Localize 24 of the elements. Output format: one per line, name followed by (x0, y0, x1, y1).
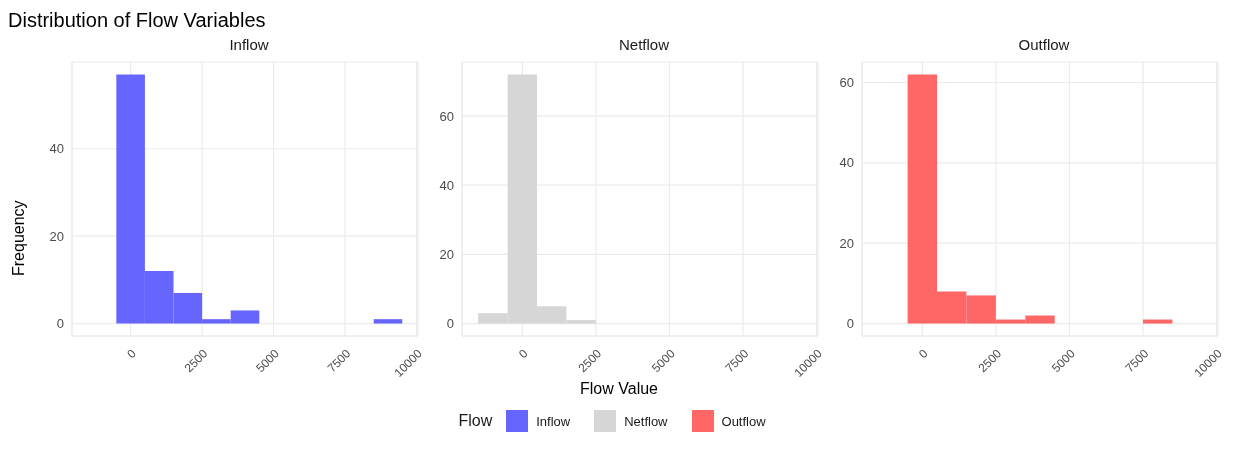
chart-subtitle: Netflow (618, 36, 670, 55)
y-tick-label: 40 (439, 177, 454, 193)
y-tick-label: 40 (49, 141, 64, 157)
legend-title: Flow (458, 412, 493, 430)
y-tick-label: 60 (439, 108, 454, 124)
y-tick-label: 60 (839, 75, 854, 91)
chart-title: Distribution of Flow Variables (8, 8, 267, 33)
legend-label: Outflow (721, 413, 766, 429)
y-tick-label: 0 (846, 316, 854, 332)
legend-label: Netflow (624, 413, 668, 429)
chart-subtitle: Inflow (228, 36, 270, 55)
y-tick-label: 20 (839, 235, 854, 251)
y-axis-title: Frequency (10, 200, 28, 276)
y-tick-label: 20 (49, 228, 64, 244)
x-tick-label: 0 (124, 346, 140, 362)
chart-subtitle: Outflow (1017, 36, 1071, 55)
y-tick-label: 40 (839, 155, 854, 171)
y-tick-label: 20 (439, 246, 454, 262)
legend-label: Inflow (536, 413, 571, 429)
x-tick-label: 0 (916, 346, 931, 362)
x-tick-label: 0 (516, 346, 531, 362)
y-tick-label: 0 (446, 316, 454, 332)
y-tick-label: 0 (56, 316, 64, 332)
x-axis-title: Flow Value (579, 380, 659, 399)
